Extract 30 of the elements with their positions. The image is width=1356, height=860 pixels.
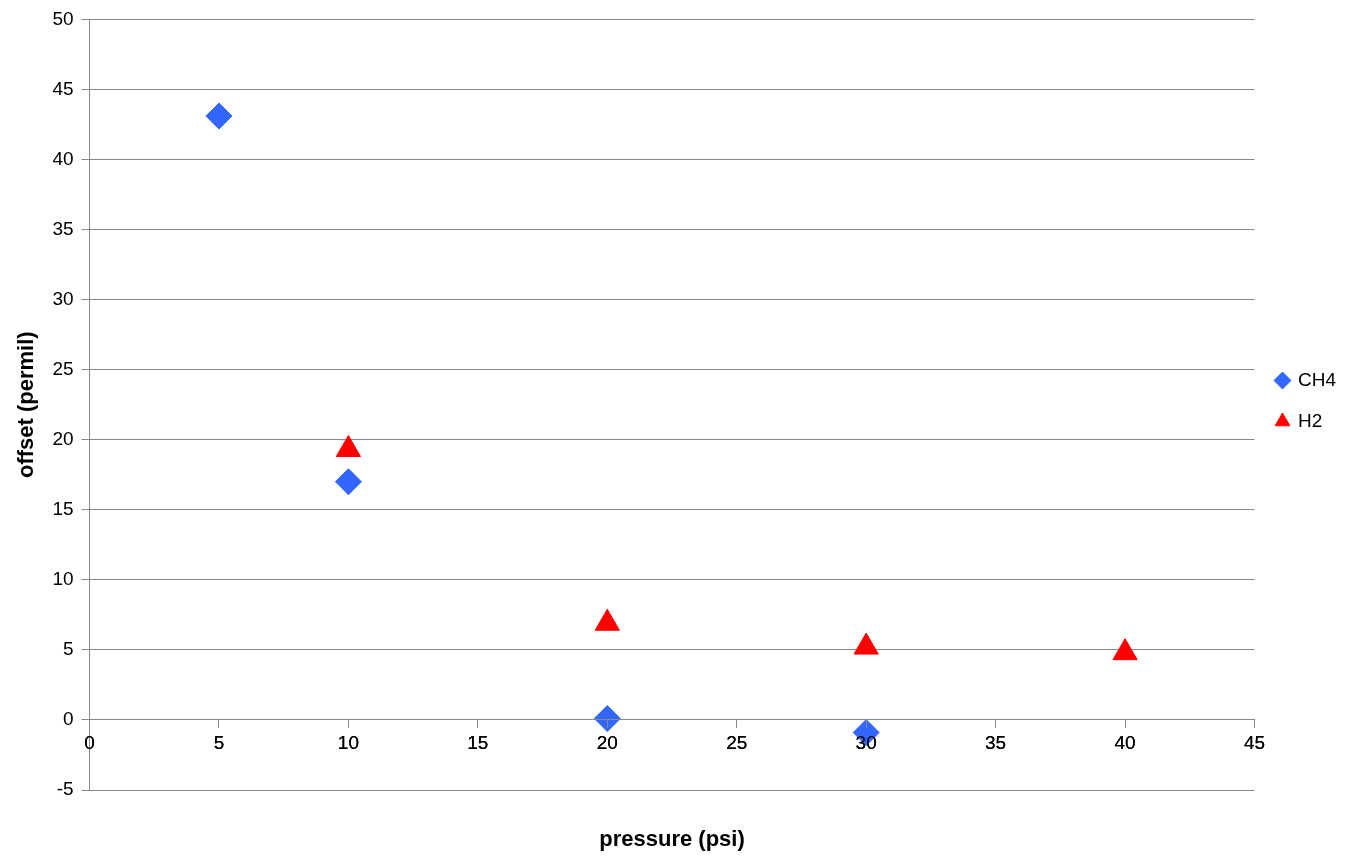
- x-tick-label: 10: [337, 731, 359, 753]
- y-tick-label: 15: [52, 498, 74, 520]
- y-tick-label: 45: [52, 77, 74, 99]
- x-tick-label: 40: [1114, 731, 1136, 753]
- y-tick-label: 5: [62, 638, 74, 660]
- point: [594, 608, 620, 631]
- point: [205, 102, 233, 130]
- x-tick-label: 5: [213, 731, 225, 753]
- y-tick-label: 20: [52, 427, 74, 449]
- legend-label: CH4: [1297, 368, 1337, 390]
- legend-label: H2: [1297, 409, 1323, 431]
- y-tick-label: 25: [52, 357, 74, 379]
- x-tick-label: 20: [596, 731, 618, 753]
- point: [1112, 638, 1138, 661]
- y-tick-label: 0: [62, 708, 74, 730]
- x-axis-title: pressure (psi): [599, 826, 745, 852]
- point: [335, 435, 362, 458]
- point: [853, 632, 879, 655]
- y-tick-label: 35: [52, 217, 74, 239]
- x-tick-label: 15: [467, 731, 489, 753]
- y-tick-label: 10: [52, 568, 74, 590]
- y-tick-label: -5: [56, 778, 74, 800]
- y-axis-title: offset (permil): [13, 331, 39, 479]
- x-tick-label: 45: [1243, 731, 1266, 753]
- y-tick-label: 30: [52, 287, 74, 309]
- y-tick-label: 50: [52, 7, 74, 29]
- x-tick-label: 0: [84, 731, 95, 753]
- y-tick-label: 40: [52, 147, 74, 169]
- x-tick-label: 35: [985, 731, 1007, 753]
- x-tick-label: 25: [726, 731, 748, 753]
